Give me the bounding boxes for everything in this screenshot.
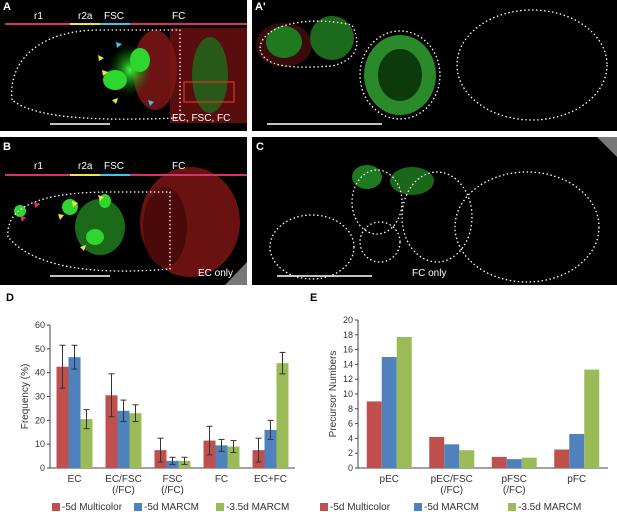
chart-d-bar (129, 413, 142, 468)
chart-d-category-label: EC/FSC (105, 474, 142, 485)
chart-e-y-axis-label: Precursor Numbers (328, 351, 339, 438)
chart-e-bar (444, 444, 460, 468)
chart-d-y-tick-label: 30 (35, 392, 45, 402)
chart-d-category-label: (/FC) (112, 485, 135, 496)
segment-r2a-label: r2a (78, 11, 93, 22)
chart-d-legend-swatch (52, 503, 60, 511)
chart-d-y-tick-label: 40 (35, 368, 45, 378)
chart-e-bar (429, 436, 445, 468)
chart-e-bar (381, 357, 397, 468)
chart-d-bar (56, 366, 69, 468)
chart-e-legend-label: -5d Multicolor (330, 502, 391, 512)
chart-d-y-tick-label: 10 (35, 439, 45, 449)
chart-d-y-tick-label: 0 (40, 463, 45, 473)
chart-e-y-tick-label: 0 (348, 463, 353, 473)
chart-e-legend-label: -3.5d MARCM (518, 502, 581, 512)
chart-d-category-label: FSC (163, 474, 183, 485)
chart-e-category-label: pEC/FSC (431, 474, 473, 485)
panel-c-caption: FC only (412, 268, 447, 279)
chart-d-legend-swatch (134, 503, 142, 511)
chart-e-bar (569, 433, 585, 468)
segment-fsc-label: FSC (104, 11, 124, 22)
chart-d-category-label: EC+FC (254, 474, 287, 485)
chart-e-bar (491, 456, 507, 468)
chart-e-category-label: pEC (380, 474, 399, 485)
chart-e-y-tick-label: 2 (348, 448, 353, 458)
chart-e-legend-swatch (508, 503, 516, 511)
panel-b-label: B (3, 141, 11, 153)
chart-e-y-tick-label: 10 (343, 389, 353, 399)
chart-e-legend-swatch (414, 503, 422, 511)
segment-fsc-label: FSC (104, 161, 124, 172)
chart-d-y-tick-label: 50 (35, 344, 45, 354)
chart-e-bar (506, 459, 522, 468)
chart-e-y-tick-label: 16 (343, 345, 353, 355)
chart-d-y-axis-label: Frequency (%) (20, 364, 31, 430)
chart-e-y-tick-label: 12 (343, 374, 353, 384)
chart-e-category-label: pFC (567, 474, 586, 485)
chart-e-y-tick-label: 14 (343, 359, 353, 369)
chart-e-precursor-numbers: 0 2 4 6 8 10 12 14 16 18 20 Precursor Numbers pEC pEC… (320, 315, 608, 512)
chart-e-bar (366, 401, 382, 468)
chart-e-y-tick-label: 20 (343, 315, 353, 325)
chart-e-y-tick-label: 18 (343, 330, 353, 340)
segment-r2a-label: r2a (78, 161, 93, 172)
segment-fc-label: FC (172, 161, 186, 172)
panel-a2-micrograph (256, 9, 608, 125)
chart-d-legend-label: -5d MARCM (144, 502, 199, 512)
chart-d-bar (227, 446, 240, 468)
chart-e-category-label: (/FC) (503, 485, 526, 496)
panel-a-caption: EC, FSC, FC (172, 113, 231, 124)
chart-d-bar (117, 410, 130, 468)
panel-c-label: C (256, 141, 264, 153)
chart-d-category-label: (/FC) (161, 485, 184, 496)
chart-d-y-tick-label: 20 (35, 415, 45, 425)
chart-d-bar (80, 419, 93, 468)
chart-d-panel-label: D (6, 292, 14, 304)
chart-e-category-label: (/FC) (440, 485, 463, 496)
chart-e-legend-swatch (320, 503, 328, 511)
panel-a2-label: A' (255, 1, 266, 13)
chart-e-bar (521, 457, 537, 468)
panel-a2-image: A' (252, 0, 617, 131)
chart-d-category-label: EC (68, 474, 82, 485)
chart-e-category-label: pFSC (501, 474, 527, 485)
panel-a-micrograph (11, 28, 247, 125)
chart-d-bar (276, 363, 289, 468)
chart-e-y-tick-label: 4 (348, 433, 353, 443)
chart-d-legend-label: -3.5d MARCM (226, 502, 289, 512)
panel-c-micrograph (269, 137, 617, 283)
chart-e-panel-label: E (310, 292, 318, 304)
chart-e-y-tick-label: 8 (348, 404, 353, 414)
segment-r1-label: r1 (34, 161, 43, 172)
panel-b-image: B r1 r2a FSC FC EC only (0, 137, 247, 285)
panel-b-caption: EC only (198, 268, 234, 279)
panel-a-label: A (3, 1, 11, 13)
panel-a-image: A r1 r2a FSC FC EC, FSC, FC (0, 0, 247, 131)
chart-e-y-tick-label: 6 (348, 419, 353, 429)
segment-fc-label: FC (172, 11, 186, 22)
chart-d-bar (105, 395, 118, 468)
chart-d-category-label: FC (215, 474, 228, 485)
chart-e-bar (554, 449, 570, 468)
chart-e-legend-label: -5d MARCM (424, 502, 479, 512)
chart-e-bar (459, 450, 475, 468)
chart-d-bar (68, 357, 81, 468)
chart-d-legend-label: -5d Multicolor (62, 502, 123, 512)
chart-e-bar (396, 337, 412, 468)
segment-r1-label: r1 (34, 11, 43, 22)
chart-d-legend-swatch (216, 503, 224, 511)
panel-c-image: C FC only (252, 137, 617, 285)
chart-e-bar (584, 369, 600, 468)
panel-b-micrograph (7, 167, 247, 285)
chart-d-y-tick-label: 60 (35, 320, 45, 330)
